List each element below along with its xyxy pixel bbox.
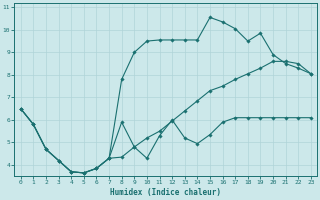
X-axis label: Humidex (Indice chaleur): Humidex (Indice chaleur): [110, 188, 221, 197]
